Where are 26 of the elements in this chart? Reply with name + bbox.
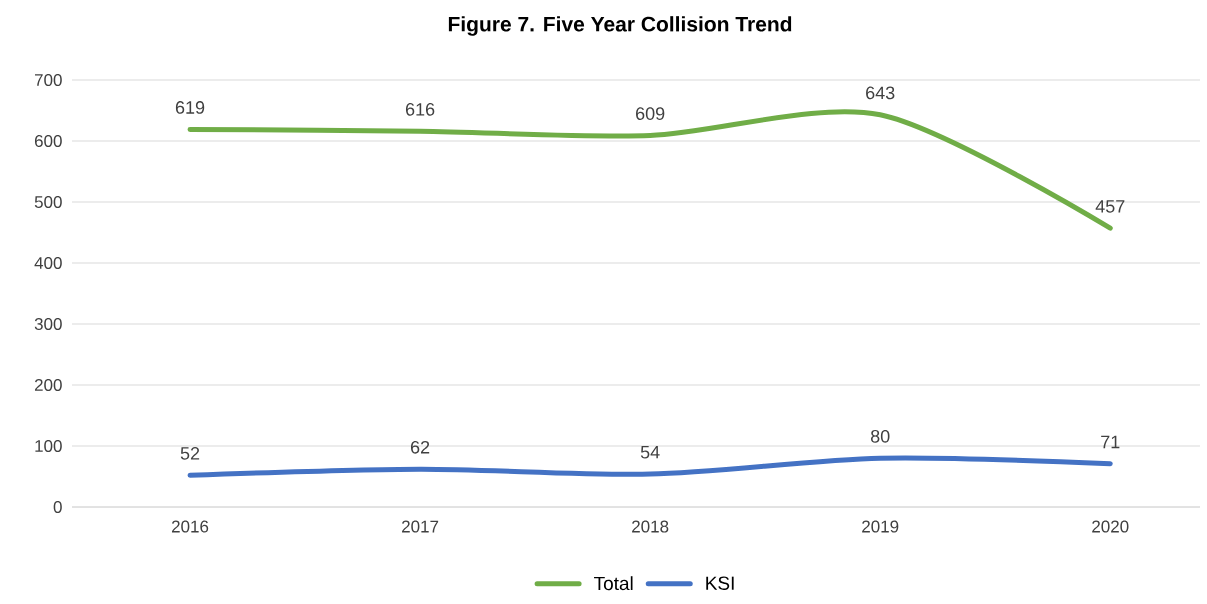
y-tick-label: 600 xyxy=(34,134,62,148)
data-label: 71 xyxy=(1101,435,1120,449)
data-label: 619 xyxy=(175,101,205,114)
chart-title: Figure 7. Five Year Collision Trend xyxy=(448,16,792,36)
data-label: 609 xyxy=(636,107,665,120)
x-tick-label: 2017 xyxy=(402,520,439,533)
data-label: 457 xyxy=(1095,200,1125,213)
data-label: 62 xyxy=(410,440,430,454)
x-tick-label: 2019 xyxy=(862,520,899,533)
data-label: 80 xyxy=(870,429,890,443)
y-tick-label: 500 xyxy=(34,195,62,209)
y-tick-label: 200 xyxy=(34,378,62,392)
y-tick-label: 100 xyxy=(35,439,62,453)
data-label: 54 xyxy=(640,445,660,459)
y-tick-label: 400 xyxy=(34,256,62,270)
data-label: 616 xyxy=(405,102,435,116)
data-label: 643 xyxy=(866,86,895,100)
x-tick-label: 2020 xyxy=(1092,520,1129,533)
data-label: 52 xyxy=(180,446,200,460)
y-tick-label: 700 xyxy=(34,73,62,87)
legend-label: KSI xyxy=(706,576,734,590)
x-tick-label: 2018 xyxy=(632,520,669,533)
x-tick-label: 2016 xyxy=(171,520,209,533)
y-tick-label: 0 xyxy=(53,500,62,514)
legend-label: Total xyxy=(594,576,633,591)
y-tick-label: 300 xyxy=(34,317,62,331)
